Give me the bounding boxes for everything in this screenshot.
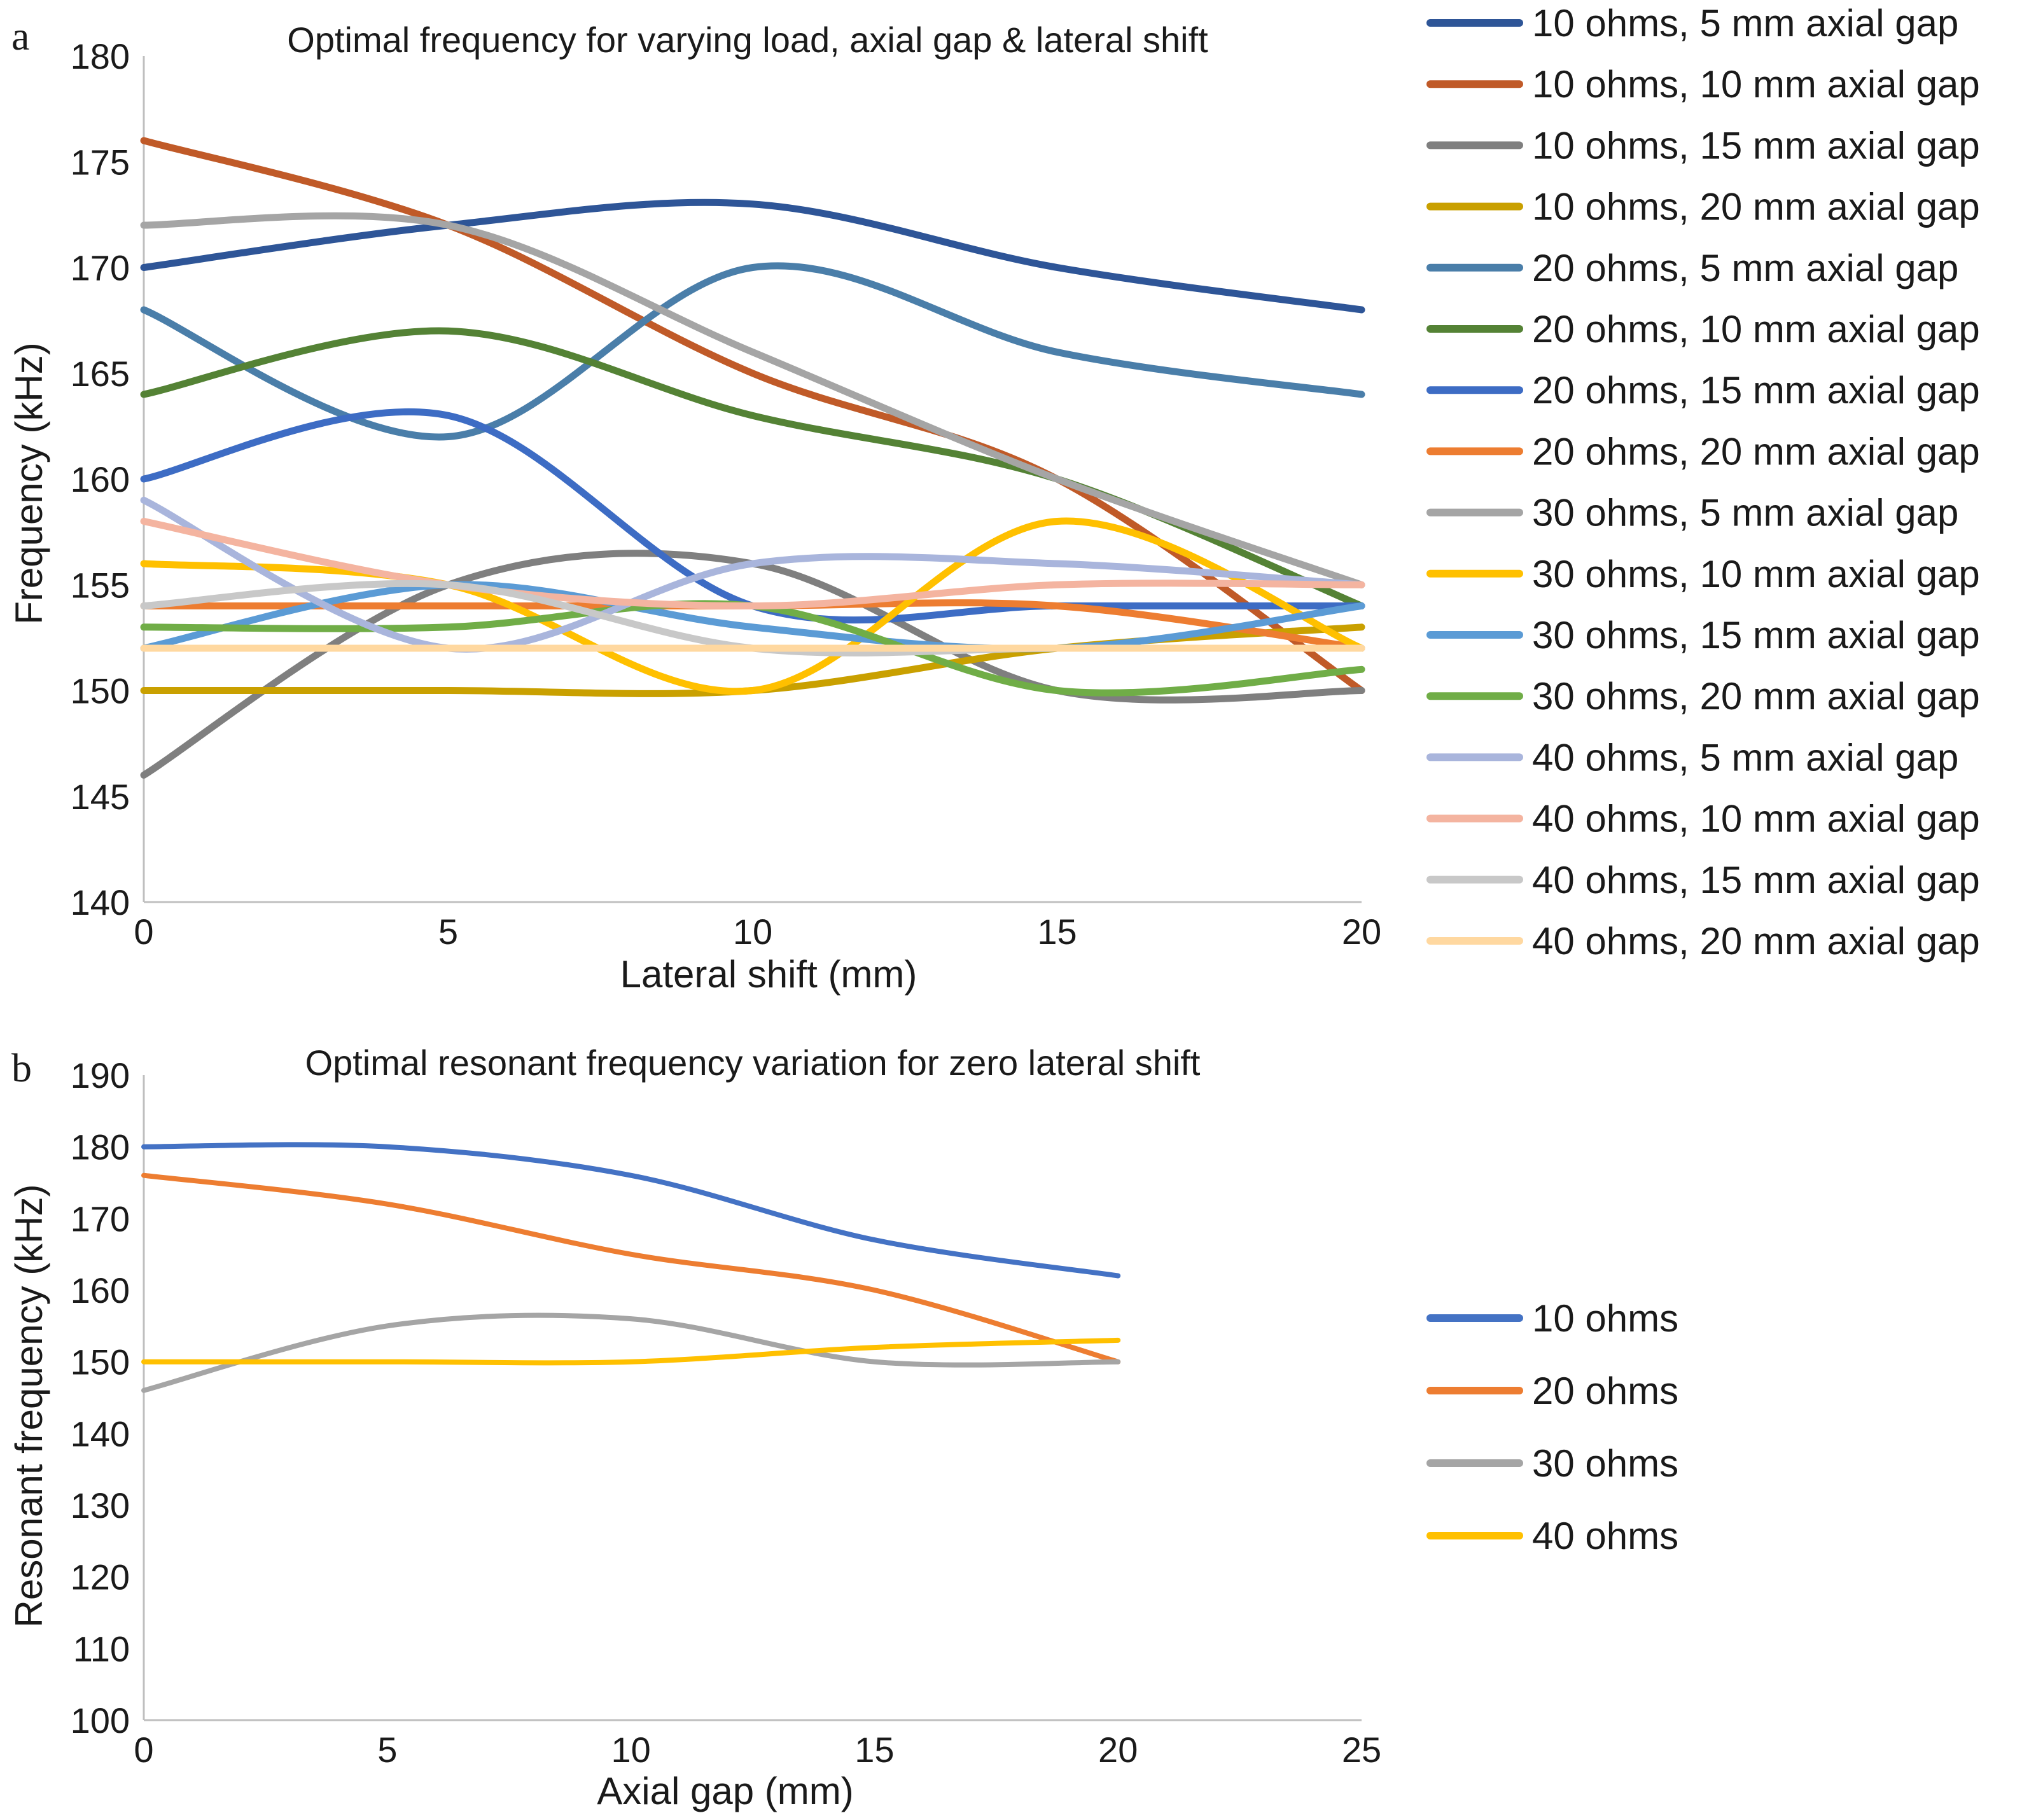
legend-item-a-10: 30 ohms, 10 mm axial gap [1426,553,1980,595]
legend-label: 20 ohms, 10 mm axial gap [1532,308,1980,351]
legend-label: 10 ohms, 15 mm axial gap [1532,124,1980,167]
legend-item-a-6: 20 ohms, 10 mm axial gap [1426,308,1980,351]
x-tick-label-a: 15 [1037,912,1077,952]
legend-item-a-3: 10 ohms, 15 mm axial gap [1426,124,1980,167]
legend-label: 30 ohms, 10 mm axial gap [1532,553,1980,595]
x-tick-label-b: 20 [1098,1730,1138,1770]
y-tick-label-a: 170 [71,248,130,288]
legend-item-a-15: 40 ohms, 15 mm axial gap [1426,859,1980,901]
axes-b: 100 110 120 130 140 150 160 170 180 190 0 5 10 15 20 25 [71,1055,1382,1770]
legend-label: 10 ohms, 5 mm axial gap [1532,2,1958,45]
series-line-a-5 [140,262,1365,441]
legend-label: 10 ohms, 20 mm axial gap [1532,186,1980,228]
axes-a: 140 145 150 155 160 165 170 175 180 0 5 10 15 20 [71,36,1382,952]
legend-item-a-7: 20 ohms, 15 mm axial gap [1426,369,1980,412]
chart-panel-a: a Optimal frequency for varying load, ax… [8,2,1980,996]
series-line-b-1 [141,1142,1121,1279]
y-tick-label-a: 175 [71,142,130,182]
chart-title-b: Optimal resonant frequency variation for… [305,1043,1201,1083]
legend-b: 10 ohms 20 ohms 30 ohms 40 ohms [1426,1297,1678,1557]
legend-item-b-4: 40 ohms [1426,1515,1678,1557]
x-tick-label-a: 20 [1342,912,1381,952]
y-axis-label-b: Resonant frequency (kHz) [8,1184,50,1628]
panel-letter-a: a [11,13,29,59]
y-tick-label-b: 130 [71,1485,130,1525]
y-tick-label-b: 180 [71,1127,130,1167]
y-tick-label-b: 140 [71,1414,130,1454]
x-axis-label-b: Axial gap (mm) [597,1770,853,1812]
series-line-b-4 [141,1337,1121,1366]
x-tick-label-a: 0 [134,912,153,952]
series-line-b-2 [141,1172,1121,1365]
series-line-a-13 [140,496,1365,653]
legend-label: 40 ohms, 10 mm axial gap [1532,798,1980,840]
y-tick-label-a: 165 [71,354,130,394]
y-tick-label-b: 170 [71,1198,130,1239]
legend-a: 10 ohms, 5 mm axial gap 10 ohms, 10 mm ax… [1426,2,1980,962]
legend-label: 30 ohms, 15 mm axial gap [1532,614,1980,656]
series-line-a-11 [140,581,1365,653]
series-line-a-14 [140,518,1365,609]
y-tick-label-a: 155 [71,565,130,605]
y-tick-label-a: 150 [71,671,130,711]
legend-label: 20 ohms [1532,1370,1678,1412]
legend-label: 30 ohms [1532,1442,1678,1485]
chart-title-a: Optimal frequency for varying load, axia… [287,20,1208,60]
y-tick-label-b: 190 [71,1055,130,1095]
x-tick-label-b: 15 [854,1730,894,1770]
legend-label: 40 ohms, 5 mm axial gap [1532,736,1958,779]
legend-item-a-1: 10 ohms, 5 mm axial gap [1426,2,1958,45]
y-tick-label-b: 160 [71,1270,130,1310]
legend-item-a-11: 30 ohms, 15 mm axial gap [1426,614,1980,656]
y-tick-label-a: 160 [71,459,130,499]
x-tick-label-a: 5 [438,912,458,952]
x-tick-label-b: 5 [377,1730,397,1770]
legend-item-a-2: 10 ohms, 10 mm axial gap [1426,63,1980,106]
series-line-a-1 [140,198,1365,314]
legend-item-b-2: 20 ohms [1426,1370,1678,1412]
y-tick-label-a: 145 [71,777,130,817]
legend-label: 30 ohms, 20 mm axial gap [1532,675,1980,718]
y-tick-label-b: 110 [73,1629,130,1669]
y-tick-label-a: 140 [71,882,130,922]
legend-item-a-4: 10 ohms, 20 mm axial gap [1426,186,1980,228]
series-group-a [140,137,1365,779]
legend-item-b-3: 30 ohms [1426,1442,1678,1485]
y-tick-label-b: 150 [71,1342,130,1382]
legend-item-a-12: 30 ohms, 20 mm axial gap [1426,675,1980,718]
legend-item-a-5: 20 ohms, 5 mm axial gap [1426,247,1958,289]
legend-label: 10 ohms [1532,1297,1678,1340]
y-axis-label-a: Frequency (kHz) [8,342,50,624]
x-axis-label-a: Lateral shift (mm) [620,953,917,996]
legend-label: 40 ohms, 20 mm axial gap [1532,920,1980,962]
y-tick-label-a: 180 [71,36,130,76]
series-line-b-3 [141,1312,1121,1393]
legend-item-a-14: 40 ohms, 10 mm axial gap [1426,798,1980,840]
series-line-a-2 [140,137,1365,694]
legend-item-a-9: 30 ohms, 5 mm axial gap [1426,492,1958,534]
legend-label: 20 ohms, 5 mm axial gap [1532,247,1958,289]
legend-item-b-1: 10 ohms [1426,1297,1678,1340]
y-tick-label-b: 120 [71,1557,130,1597]
chart-panel-b: b Optimal resonant frequency variation f… [8,1043,1678,1812]
legend-label: 10 ohms, 10 mm axial gap [1532,63,1980,106]
legend-label: 40 ohms [1532,1515,1678,1557]
y-tick-label-b: 100 [71,1700,130,1740]
legend-item-a-13: 40 ohms, 5 mm axial gap [1426,736,1958,779]
legend-label: 20 ohms, 15 mm axial gap [1532,369,1980,412]
legend-label: 20 ohms, 20 mm axial gap [1532,430,1980,473]
x-tick-label-a: 10 [733,912,772,952]
legend-label: 30 ohms, 5 mm axial gap [1532,492,1958,534]
series-group-b [141,1142,1121,1393]
x-tick-label-b: 25 [1342,1730,1381,1770]
x-tick-label-b: 0 [134,1730,153,1770]
legend-item-a-8: 20 ohms, 20 mm axial gap [1426,430,1980,473]
legend-label: 40 ohms, 15 mm axial gap [1532,859,1980,901]
panel-letter-b: b [11,1045,32,1090]
series-line-a-9 [140,212,1365,588]
x-tick-label-b: 10 [611,1730,650,1770]
legend-item-a-16: 40 ohms, 20 mm axial gap [1426,920,1980,962]
